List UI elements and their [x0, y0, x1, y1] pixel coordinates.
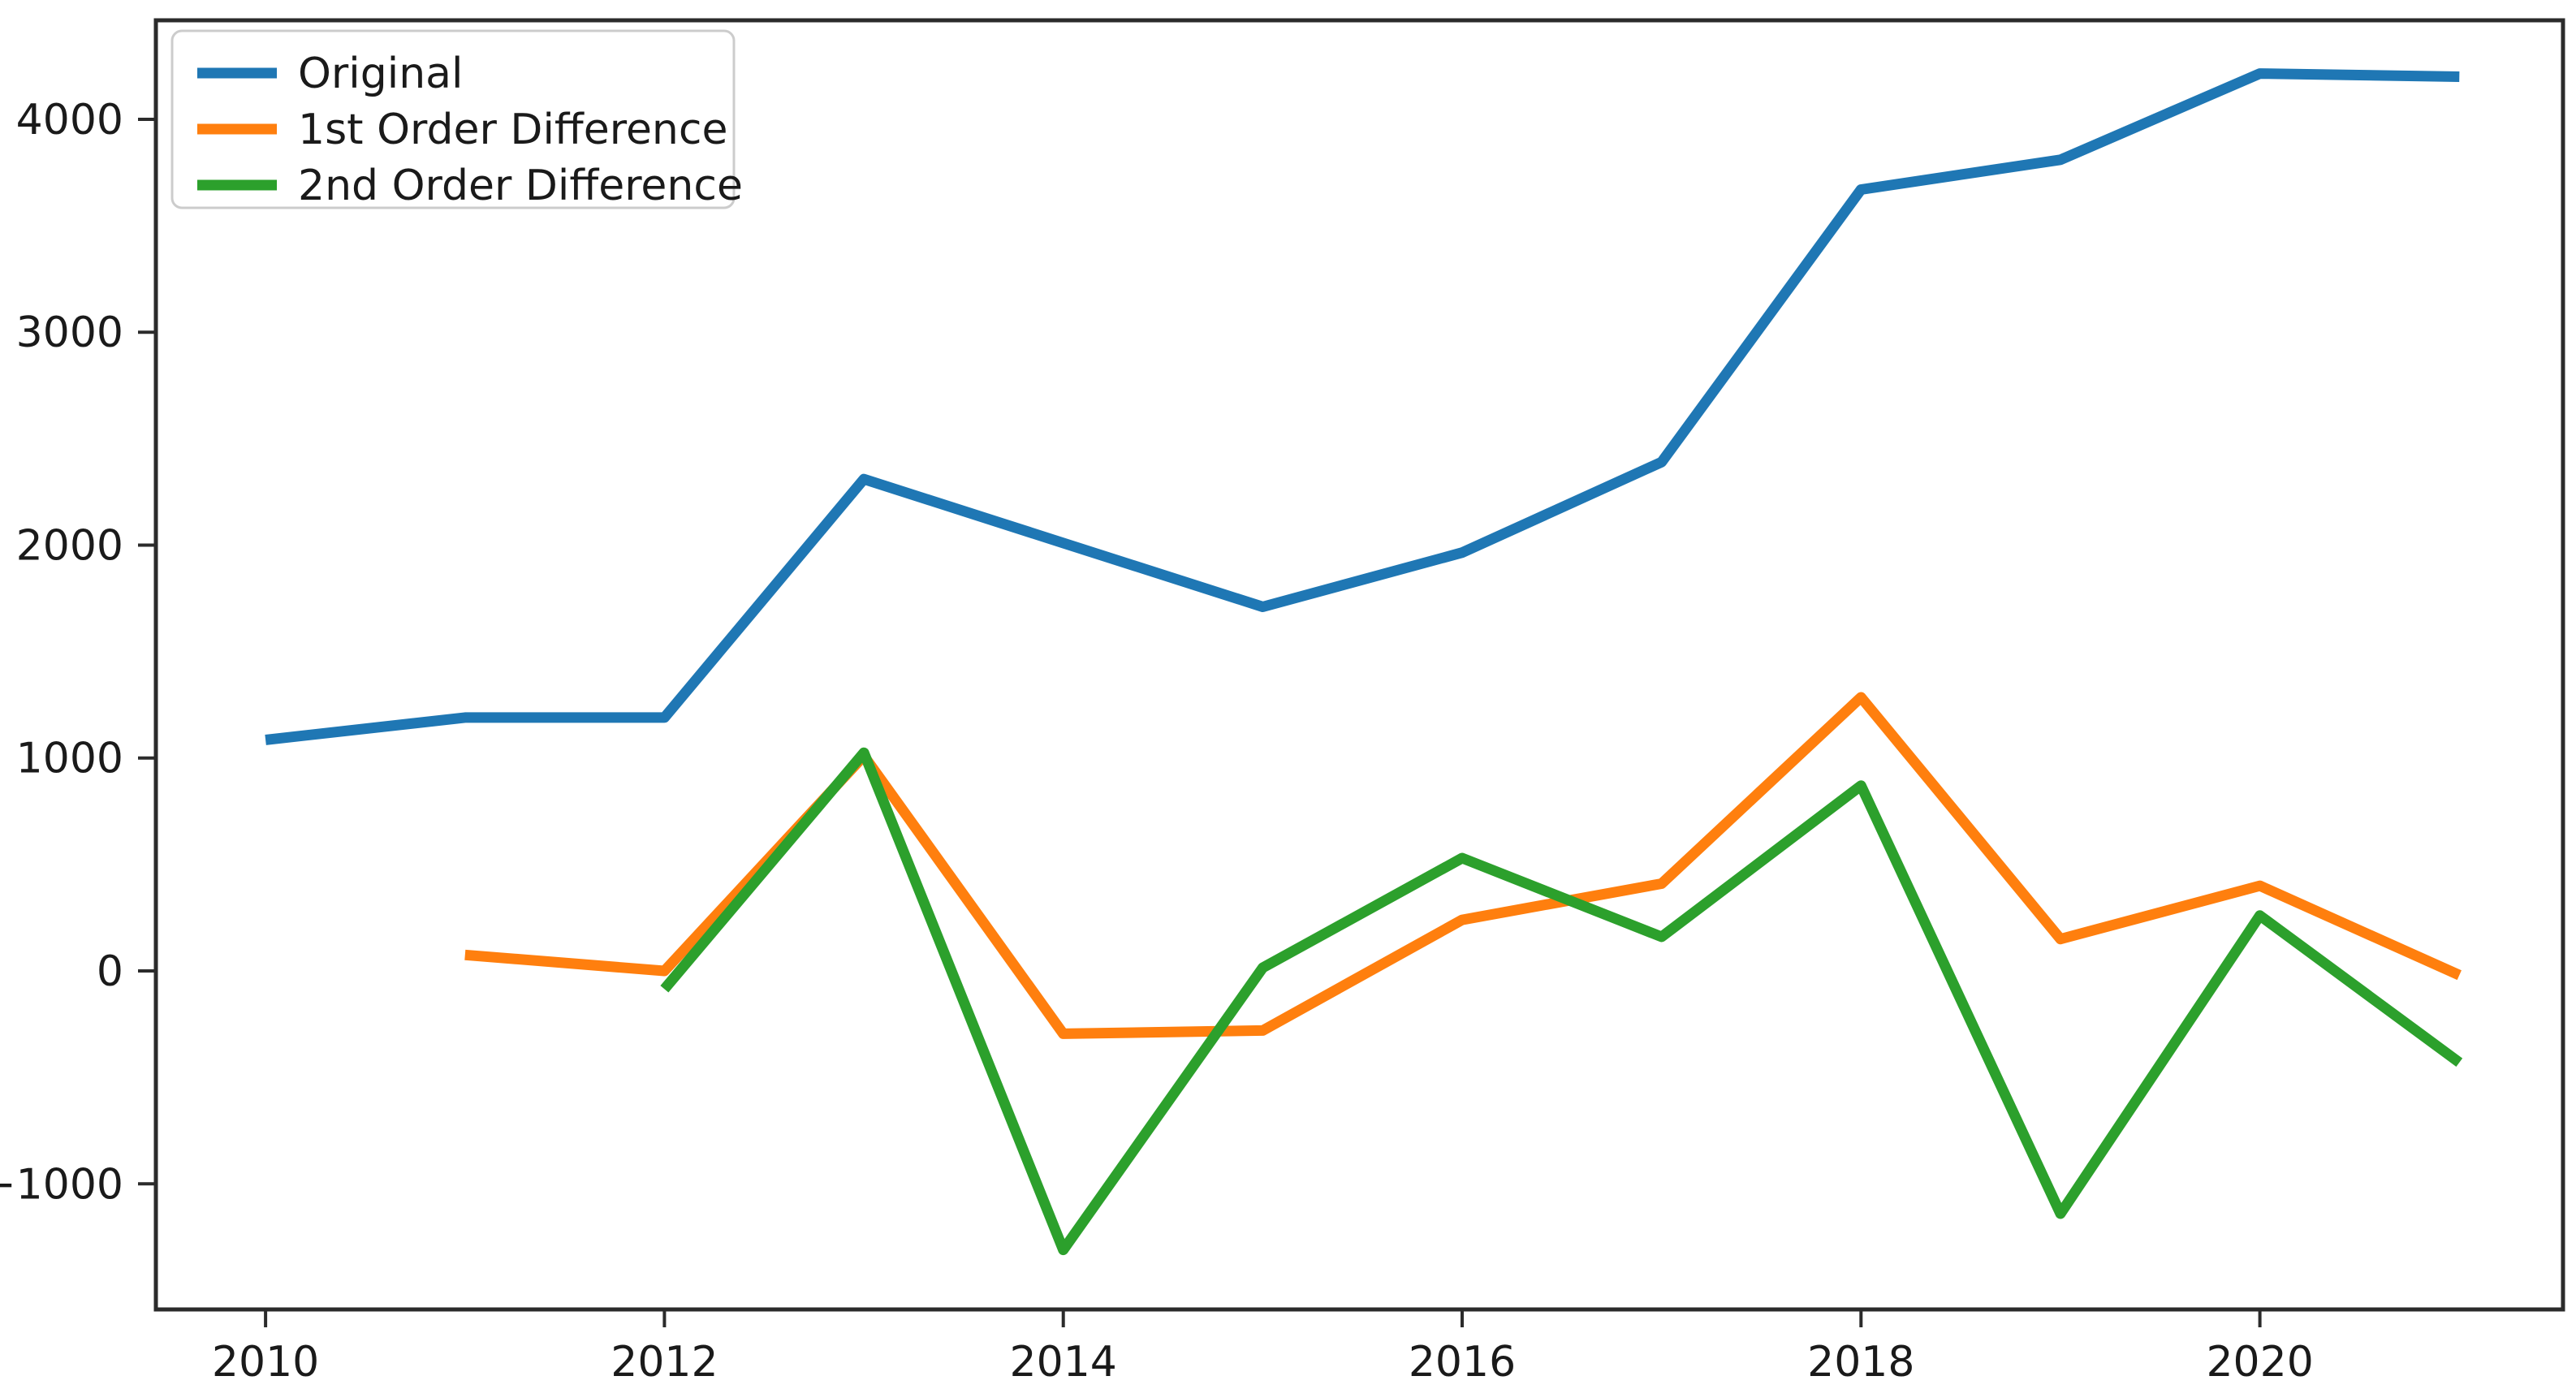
- x-tick-label: 2012: [611, 1338, 718, 1387]
- legend-label-0: Original: [298, 50, 463, 98]
- legend-box: [170, 29, 736, 209]
- legend-label-2: 2nd Order Difference: [298, 162, 743, 210]
- x-tick-label: 2010: [212, 1338, 319, 1387]
- y-tick-label: 2000: [16, 521, 123, 570]
- x-tick-label: 2016: [1409, 1338, 1516, 1387]
- x-tick-label: 2020: [2206, 1338, 2313, 1387]
- series-line-0: [265, 68, 2460, 745]
- y-tick-label: 0: [97, 947, 123, 996]
- x-tick-label: 2018: [1807, 1338, 1914, 1387]
- x-tick-label: 2014: [1010, 1338, 1117, 1387]
- y-tick-label: 4000: [16, 96, 123, 145]
- y-axis: −1000 0 1000 2000 3000 4000: [0, 96, 156, 1209]
- x-axis: 2010 2012 2014 2016 2018 2020: [212, 1309, 2314, 1387]
- axes-spines: [153, 18, 2565, 1312]
- y-tick-label: −1000: [0, 1160, 123, 1209]
- legend: Original 1st Order Difference 2nd Order Di…: [170, 29, 743, 210]
- y-tick-label: 1000: [16, 735, 123, 783]
- series-line-2: [660, 747, 2463, 1256]
- legend-label-1: 1st Order Difference: [298, 106, 727, 154]
- y-tick-label: 3000: [16, 308, 123, 357]
